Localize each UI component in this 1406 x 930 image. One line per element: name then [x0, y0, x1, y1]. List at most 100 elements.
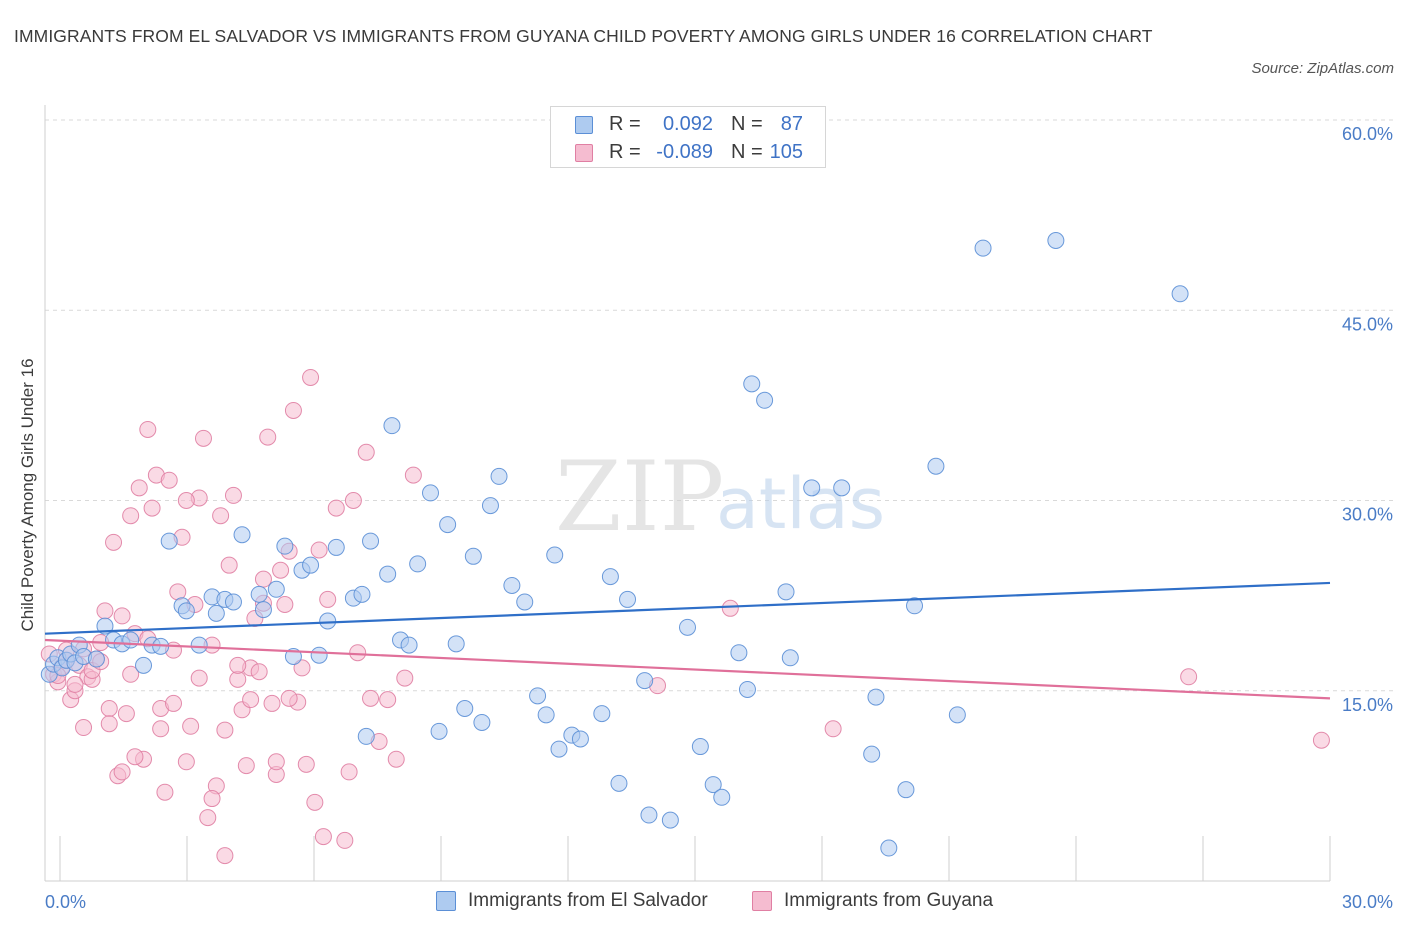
guyana-point — [302, 368, 320, 386]
el-salvador-point — [704, 776, 722, 794]
guyana-point — [165, 694, 182, 712]
el-salvador-point — [974, 239, 992, 257]
pink-swatch — [752, 891, 772, 911]
el-salvador-point — [422, 484, 439, 502]
el-salvador-point — [430, 722, 448, 740]
guyana-point — [216, 847, 234, 865]
y-tick-label: 60.0% — [1342, 124, 1393, 144]
r-label: R = — [609, 141, 641, 163]
el-salvador-point — [207, 604, 225, 622]
el-salvador-point — [409, 555, 427, 573]
legend-label: Immigrants from Guyana — [784, 890, 994, 911]
el-salvador-point — [310, 646, 328, 664]
x-tick-label: 0.0% — [45, 892, 86, 912]
guyana-point — [122, 507, 140, 525]
el-salvador-point — [777, 583, 795, 601]
guyana-point — [1180, 668, 1198, 686]
el-salvador-point — [863, 745, 881, 763]
el-salvador-point — [640, 806, 658, 824]
guyana-point — [105, 533, 123, 551]
el-salvador-point — [473, 713, 491, 731]
el-salvador-point — [743, 375, 761, 393]
el-salvador-point — [619, 590, 637, 608]
guyana-point — [156, 783, 174, 801]
r-label: R = — [609, 113, 641, 135]
axes — [44, 105, 1331, 882]
guyana-point — [404, 466, 422, 484]
guyana-point — [263, 694, 281, 712]
el-salvador-point — [447, 635, 465, 653]
el-salvador-point — [691, 738, 709, 756]
watermark-zip: ZIP — [555, 441, 724, 553]
el-salvador-point — [327, 538, 345, 556]
el-salvador-point — [357, 727, 375, 745]
el-salvador-point — [224, 593, 242, 611]
guyana-point — [237, 757, 255, 775]
guyana-point — [229, 656, 247, 674]
tick-labels: 15.0% 30.0% 45.0% 60.0% 0.0% 30.0% — [45, 124, 1393, 912]
el-salvador-point — [439, 516, 457, 534]
el-salvador-point — [803, 479, 821, 497]
el-salvador-point — [610, 774, 628, 792]
guyana-point — [306, 793, 324, 811]
n-value: 105 — [769, 141, 803, 163]
guyana-point — [314, 828, 332, 846]
guyana-point — [824, 720, 842, 738]
trend-lines — [44, 581, 1331, 700]
guyana-point — [344, 492, 362, 509]
guyana-point — [349, 644, 367, 662]
guyana-point — [319, 590, 337, 608]
el-salvador-point — [537, 706, 555, 724]
guyana-point — [117, 705, 135, 723]
el-salvador-point — [593, 705, 611, 723]
el-salvador-point — [546, 546, 564, 564]
guyana-point — [177, 492, 195, 509]
el-salvador-point — [503, 576, 521, 594]
el-salvador-point — [571, 730, 589, 748]
guyana-point — [177, 753, 195, 771]
guyana-point — [259, 428, 277, 446]
el-salvador-point — [516, 593, 534, 611]
guyana-point — [199, 809, 217, 827]
el-salvador-point — [456, 700, 474, 718]
el-salvador-point — [254, 601, 272, 619]
el-salvador-point — [897, 781, 915, 799]
el-salvador-point — [481, 497, 499, 515]
el-salvador-point — [267, 580, 285, 598]
guyana-point — [182, 717, 200, 735]
legend-label: Immigrants from El Salvador — [468, 890, 708, 911]
el-salvador-point — [636, 672, 654, 690]
guyana-point — [362, 689, 380, 707]
el-salvador-point — [833, 479, 851, 497]
guyana-point — [242, 691, 260, 709]
el-salvador-point — [160, 532, 178, 550]
guyana-point — [254, 570, 272, 588]
el-salvador-point — [730, 644, 748, 662]
el-salvador-point — [906, 597, 924, 615]
y-tick-label: 30.0% — [1342, 505, 1393, 525]
guyana-point — [122, 665, 140, 683]
guyana-point — [272, 561, 290, 579]
el-salvador-point — [550, 740, 568, 758]
guyana-point — [216, 721, 234, 739]
guyana-point — [327, 499, 345, 517]
guyana-point — [293, 659, 311, 677]
r-value: 0.092 — [662, 113, 713, 135]
guyana-point — [113, 607, 131, 625]
guyana-point — [160, 471, 178, 489]
x-tick-label: 30.0% — [1342, 892, 1393, 912]
el-salvador-point — [353, 585, 371, 603]
guyana-point — [1312, 731, 1330, 749]
guyana-point — [379, 691, 397, 709]
guyana-point — [336, 831, 354, 849]
n-label: N = — [731, 113, 763, 135]
guyana-point — [113, 763, 131, 781]
legend-row-el-salvador: R = 0.092 N = 87 — [551, 110, 827, 138]
guyana-point — [203, 790, 221, 808]
guyana-point — [220, 556, 238, 574]
el-salvador-point — [302, 556, 320, 574]
guyana-point — [100, 700, 118, 718]
el-salvador-point — [781, 649, 799, 667]
el-salvador-point — [135, 656, 153, 674]
